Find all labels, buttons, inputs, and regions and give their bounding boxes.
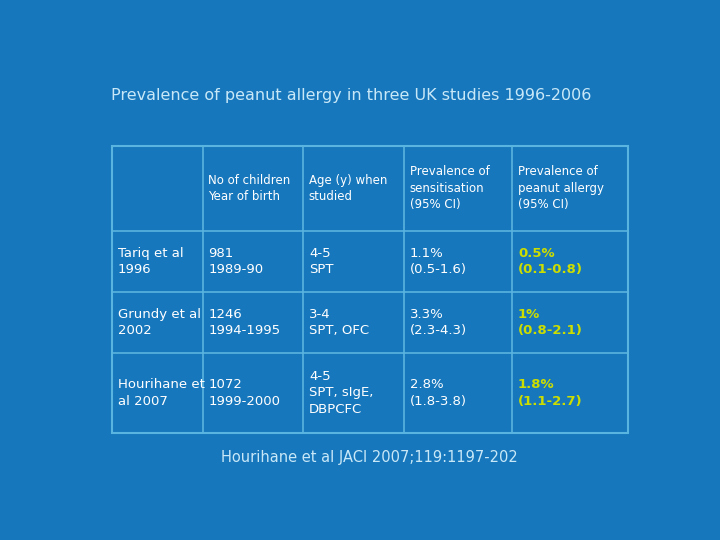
Text: Hourihane et al JACI 2007;119:1197-202: Hourihane et al JACI 2007;119:1197-202 bbox=[220, 450, 518, 465]
Text: Prevalence of
sensitisation
(95% CI): Prevalence of sensitisation (95% CI) bbox=[410, 165, 490, 211]
Text: 1.8%
(1.1-2.7): 1.8% (1.1-2.7) bbox=[518, 378, 582, 408]
Text: 4-5
SPT: 4-5 SPT bbox=[309, 247, 333, 276]
Text: Grundy et al
2002: Grundy et al 2002 bbox=[118, 308, 201, 338]
Text: 2.8%
(1.8-3.8): 2.8% (1.8-3.8) bbox=[410, 378, 467, 408]
Text: Hourihane et
al 2007: Hourihane et al 2007 bbox=[118, 378, 204, 408]
Text: Age (y) when
studied: Age (y) when studied bbox=[309, 174, 387, 203]
Text: 3.3%
(2.3-4.3): 3.3% (2.3-4.3) bbox=[410, 308, 467, 338]
Text: 3-4
SPT, OFC: 3-4 SPT, OFC bbox=[309, 308, 369, 338]
Text: 1%
(0.8-2.1): 1% (0.8-2.1) bbox=[518, 308, 582, 338]
Text: No of children
Year of birth: No of children Year of birth bbox=[208, 174, 290, 203]
Bar bbox=[112, 146, 629, 433]
Text: 1.1%
(0.5-1.6): 1.1% (0.5-1.6) bbox=[410, 247, 467, 276]
Text: 1072
1999-2000: 1072 1999-2000 bbox=[208, 378, 280, 408]
Text: 1246
1994-1995: 1246 1994-1995 bbox=[208, 308, 280, 338]
Text: Prevalence of
peanut allergy
(95% CI): Prevalence of peanut allergy (95% CI) bbox=[518, 165, 604, 211]
Text: Tariq et al
1996: Tariq et al 1996 bbox=[118, 247, 184, 276]
Text: 981
1989-90: 981 1989-90 bbox=[208, 247, 264, 276]
Text: 4-5
SPT, sIgE,
DBPCFC: 4-5 SPT, sIgE, DBPCFC bbox=[309, 370, 373, 416]
Text: Prevalence of peanut allergy in three UK studies 1996-2006: Prevalence of peanut allergy in three UK… bbox=[111, 87, 592, 103]
Text: 0.5%
(0.1-0.8): 0.5% (0.1-0.8) bbox=[518, 247, 583, 276]
